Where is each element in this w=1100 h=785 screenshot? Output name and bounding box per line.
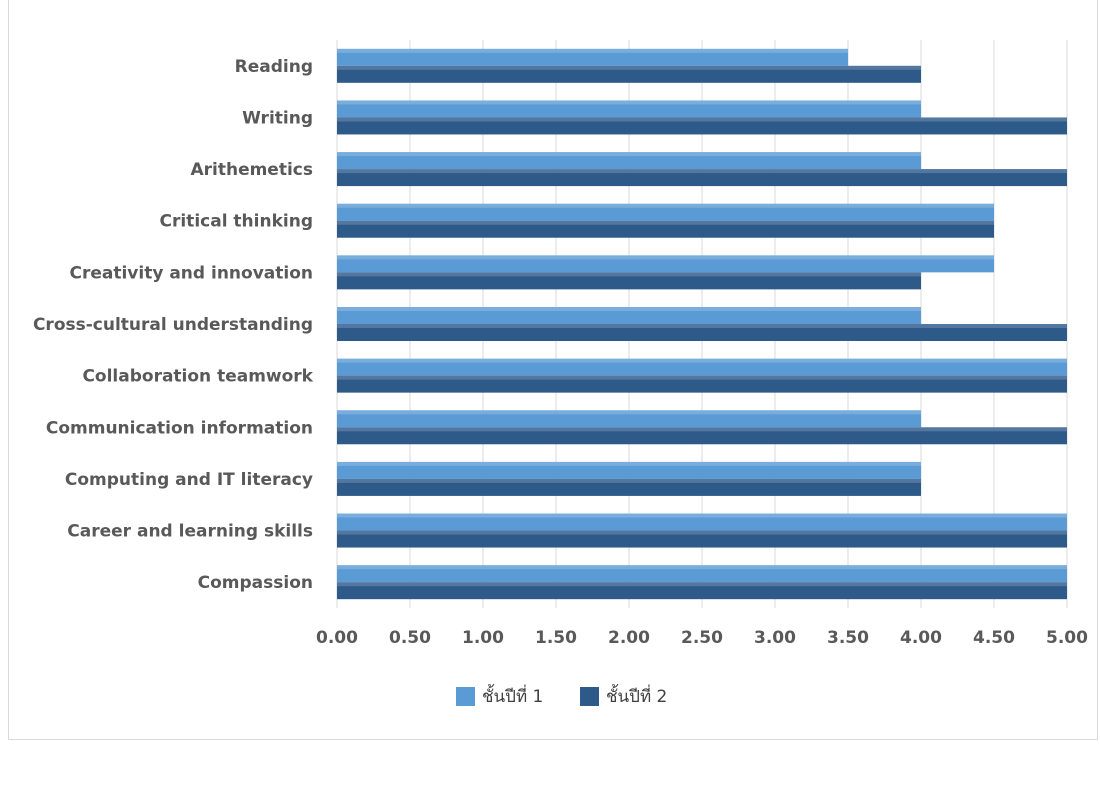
legend: ชั้นปีที่ 1 ชั้นปีที่ 2 [456,684,667,707]
bar-series-1 [337,358,1067,376]
bar-highlight [337,461,921,466]
bar-series-2 [337,375,1067,393]
bar-series-1 [337,513,1067,531]
x-tick-label: 1.50 [535,628,577,648]
bar-highlight [337,152,921,157]
bar-highlight [337,375,1067,380]
bar-series-1 [337,48,848,66]
bar-highlight [337,478,921,483]
x-tick-label: 2.50 [681,628,723,648]
category-label: Reading [235,57,313,77]
bar-highlight [337,427,1067,432]
bar-series-1 [337,565,1067,583]
x-tick-label: 1.00 [462,628,504,648]
bar-highlight [337,65,921,70]
legend-label: ชั้นปีที่ 1 [482,684,543,707]
x-tick-labels: 0.00 0.50 1.00 1.50 2.00 2.50 3.00 3.50 4.00 4.50… [316,628,1088,648]
bar-series-1 [337,100,921,118]
bar-series-1 [337,410,921,428]
bar-highlight [337,272,921,277]
legend-label: ชั้นปีที่ 2 [606,684,667,707]
bar-highlight [337,358,1067,363]
bar-series-2 [337,582,1067,600]
category-label: Collaboration teamwork [82,367,313,387]
bar-highlight [337,307,921,311]
category-label: Cross-cultural understanding [33,315,313,335]
bar-highlight [337,100,921,105]
bar-highlight [337,530,1067,535]
x-tick-label: 0.50 [389,628,431,648]
category-label: Creativity and innovation [69,263,313,283]
bar-highlight [337,324,1067,328]
x-tick-label: 3.50 [827,628,869,648]
bar-series-2 [337,324,1067,341]
legend-swatch [456,687,475,706]
bar-highlight [337,117,1067,122]
category-labels: Compassion Career and learning skills Comp… [33,57,314,593]
x-tick-label: 2.00 [608,628,650,648]
bar-series-2 [337,220,994,238]
category-label: Arithemetics [190,160,313,180]
bar-series-2 [337,478,921,496]
bar-series-2 [337,427,1067,445]
bar-series-1 [337,461,921,479]
bar-highlight [337,220,994,225]
bar-series-2 [337,530,1067,548]
bar-highlight [337,255,994,260]
bar-series-2 [337,272,921,290]
bar-series-2 [337,65,921,83]
bar-series-2 [337,117,1067,135]
category-label: Career and learning skills [67,522,313,542]
x-tick-label: 4.50 [973,628,1015,648]
bar-series-1 [337,152,921,170]
category-label: Writing [242,108,313,128]
bar-highlight [337,169,1067,174]
bar-highlight [337,48,848,53]
x-tick-label: 5.00 [1046,628,1088,648]
bar-series-1 [337,255,994,273]
bar-highlight [337,410,921,415]
bar-highlight [337,203,994,208]
legend-swatch [580,687,599,706]
bar-highlight [337,582,1067,587]
category-label: Communication information [46,418,313,438]
category-label: Computing and IT literacy [65,470,313,490]
bar-highlight [337,565,1067,570]
category-label: Compassion [198,573,313,593]
x-tick-label: 4.00 [900,628,942,648]
bars [337,48,1067,600]
bar-series-1 [337,307,921,324]
bar-series-1 [337,203,994,221]
x-tick-label: 0.00 [316,628,358,648]
x-tick-label: 3.00 [754,628,796,648]
bar-highlight [337,513,1067,518]
bar-series-2 [337,169,1067,187]
category-label: Critical thinking [160,212,314,232]
